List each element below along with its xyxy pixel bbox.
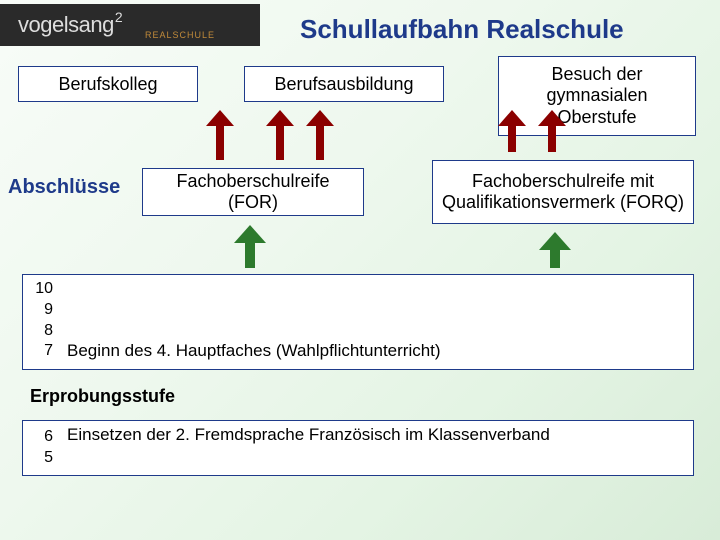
grade-7-text: Beginn des 4. Hauptfaches (Wahlpflichtun…	[67, 341, 441, 361]
grade-6-text: Einsetzen der 2. Fremdsprache Französisc…	[67, 425, 550, 445]
grade-6: 6	[31, 427, 53, 448]
logo-superscript: 2	[115, 9, 123, 25]
pathway-berufskolleg: Berufskolleg	[18, 66, 198, 102]
grade-numbers-lower: 6 5	[31, 427, 53, 469]
pathway-berufsausbildung: Berufsausbildung	[244, 66, 444, 102]
grades-box-upper: 10 9 8 7 Beginn des 4. Hauptfaches (Wahl…	[22, 274, 694, 370]
logo-bar: vogelsang 2 REALSCHULE	[0, 4, 260, 46]
grade-8: 8	[31, 321, 53, 342]
abschluss-for: Fachoberschulreife (FOR)	[142, 168, 364, 216]
grade-7: 7	[31, 341, 53, 362]
logo-subtext: REALSCHULE	[145, 30, 215, 40]
grade-9: 9	[31, 300, 53, 321]
grade-5: 5	[31, 448, 53, 469]
logo-text: vogelsang	[18, 12, 114, 38]
grade-10: 10	[31, 279, 53, 300]
pathway-gymnasiale-oberstufe: Besuch der gymnasialen Oberstufe	[498, 56, 696, 136]
abschluss-forq: Fachoberschulreife mit Qualifikationsver…	[432, 160, 694, 224]
grade-numbers-upper: 10 9 8 7	[31, 279, 53, 362]
abschluesse-label: Abschlüsse	[8, 176, 120, 199]
page-title: Schullaufbahn Realschule	[300, 14, 624, 45]
erprobungsstufe-label: Erprobungsstufe	[30, 386, 175, 407]
grades-box-lower: 6 5 Einsetzen der 2. Fremdsprache Franzö…	[22, 420, 694, 476]
